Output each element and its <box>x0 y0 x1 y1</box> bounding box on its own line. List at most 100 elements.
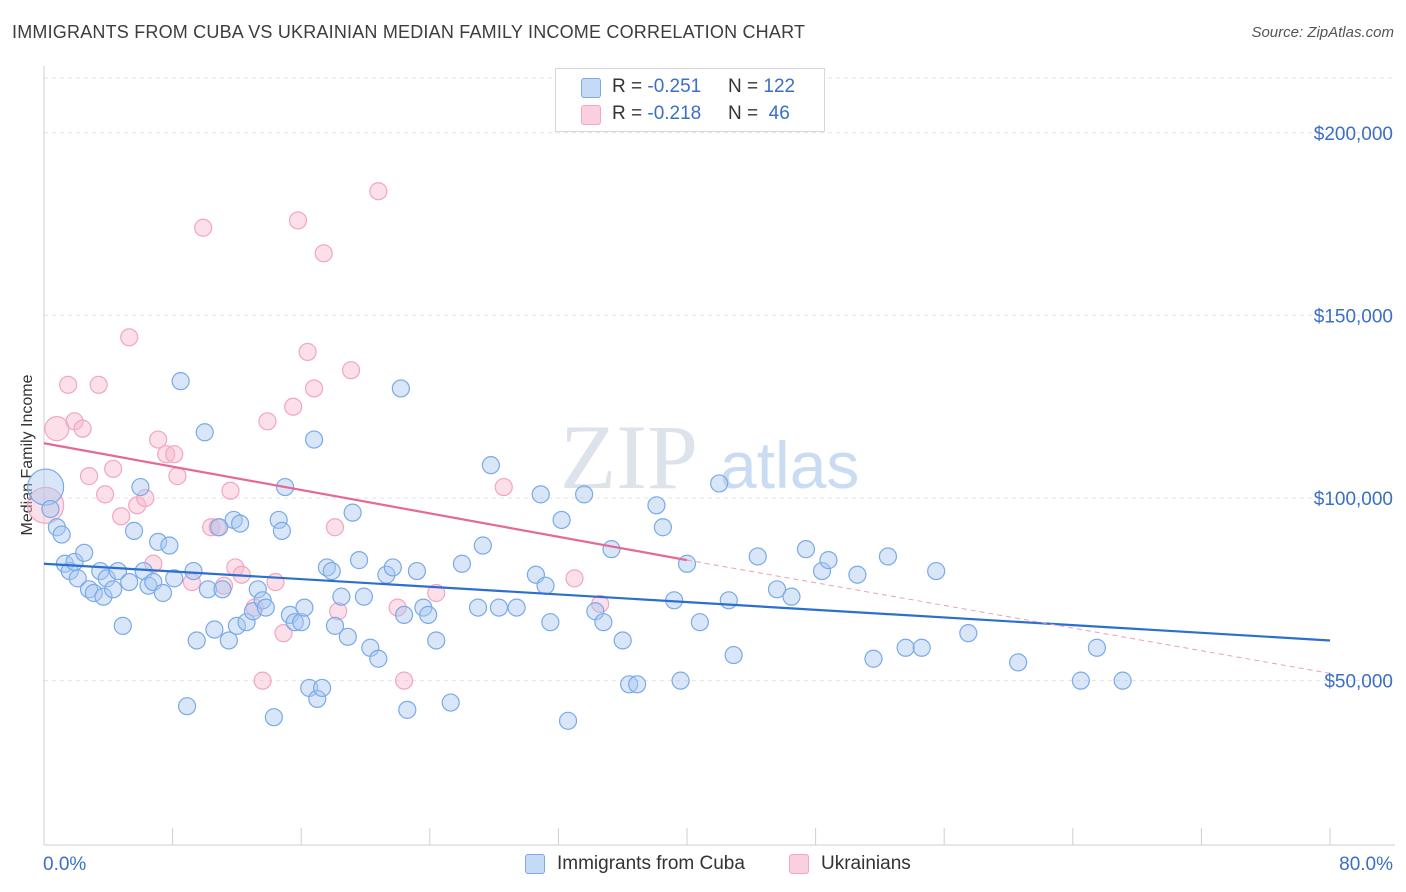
cuba-point <box>677 554 697 573</box>
ukr-point <box>494 477 513 497</box>
y-tick-label: $100,000 <box>1314 489 1393 510</box>
cuba-point <box>812 561 832 581</box>
cuba-point <box>104 580 123 599</box>
cuba-point <box>256 598 275 617</box>
trend-lines <box>43 442 1331 674</box>
cuba-point <box>153 583 173 603</box>
stats-row-cuba: R = -0.251 N = 122 <box>556 74 824 100</box>
x-tick-label: 0.0% <box>43 854 86 875</box>
ukr-point <box>120 328 139 347</box>
cuba-point <box>177 697 197 716</box>
cuba-point <box>552 510 571 530</box>
cuba-point <box>531 485 550 504</box>
cuba-point <box>131 477 150 497</box>
cuba-point <box>468 598 488 617</box>
cuba-point <box>864 649 883 668</box>
stats-legend: R = -0.251 N = 122 R = -0.218 N = 46 <box>555 68 825 132</box>
chart-title: IMMIGRANTS FROM CUBA VS UKRAINIAN MEDIAN… <box>12 22 806 42</box>
cuba-point <box>452 554 472 573</box>
watermark: ZIP atlas <box>560 406 859 508</box>
cuba-point <box>1009 653 1028 672</box>
cuba-point <box>647 496 666 515</box>
cuba-point <box>195 423 214 442</box>
ukr-point <box>89 375 108 394</box>
ukr-point <box>266 572 285 592</box>
cuba-point <box>394 605 414 625</box>
cuba-point <box>171 372 190 391</box>
ukr-r: R = -0.218 <box>612 103 702 124</box>
axis-tick-labels: $50,000 $100,000 $150,000 $200,000 0.0% 80.0% <box>43 124 1393 875</box>
stats-row-ukr: R = -0.218 N = 46 <box>556 101 824 127</box>
cuba-trend-line <box>43 562 1331 642</box>
cuba-point <box>690 613 709 632</box>
ukr-point <box>194 218 213 237</box>
ukr-point <box>325 518 345 537</box>
cuba-point <box>602 540 621 559</box>
cuba-point <box>391 379 410 398</box>
cuba-point <box>613 631 632 650</box>
cuba-point <box>124 521 144 540</box>
ukr-point <box>73 419 92 438</box>
cuba-point <box>1113 671 1132 690</box>
cuba-point <box>427 631 446 650</box>
ukr-point <box>168 467 187 486</box>
ukr-point <box>104 459 123 478</box>
ukr-trend-extension <box>686 559 1331 674</box>
cuba-point <box>75 543 94 562</box>
cuba-point <box>536 576 555 595</box>
cuba-point <box>848 565 867 584</box>
cuba-point <box>84 583 103 603</box>
ukr-point <box>388 598 407 617</box>
cuba-point <box>748 547 767 566</box>
cuba-point <box>325 616 345 635</box>
cuba-point <box>719 591 738 610</box>
ukr-point <box>112 507 131 526</box>
ukr-point <box>288 211 308 230</box>
ukr-point <box>341 361 361 380</box>
ukr-point <box>394 671 414 690</box>
cuba-r: R = -0.251 <box>612 76 702 97</box>
cuba-point <box>308 689 327 709</box>
cuba-point <box>248 580 267 599</box>
cuba-point <box>441 693 460 712</box>
legend-cuba-label: Immigrants from Cuba <box>557 853 745 874</box>
cuba-point <box>896 638 915 657</box>
legend-ukr-swatch <box>789 854 809 874</box>
ukr-point <box>136 488 155 508</box>
cuba-point <box>724 645 743 665</box>
cuba-point <box>343 503 362 522</box>
ukr-point <box>165 445 184 464</box>
cuba-point <box>165 569 184 588</box>
cuba-point <box>231 514 250 533</box>
cuba-point <box>219 631 238 650</box>
cuba-point <box>68 569 87 588</box>
cuba-point <box>927 561 946 581</box>
cuba-point <box>237 613 256 632</box>
cuba-point <box>912 638 931 657</box>
cuba-point <box>295 598 314 617</box>
ukr-point <box>298 342 317 362</box>
cuba-point <box>959 624 978 643</box>
ukr-n: N = 46 <box>728 103 790 124</box>
ukr-point <box>95 485 115 504</box>
cuba-point <box>507 598 526 617</box>
cuba-point <box>398 700 417 719</box>
cuba-point <box>160 536 179 555</box>
ukr-point <box>565 569 584 588</box>
cuba-point <box>354 587 373 606</box>
legend-ukr-label: Ukrainians <box>821 853 911 874</box>
cuba-point <box>27 468 65 506</box>
ukr-trend-line <box>43 442 688 562</box>
cuba-point <box>481 456 500 475</box>
cuba-point <box>338 627 357 646</box>
cuba-point <box>594 613 613 632</box>
y-tick-label: $150,000 <box>1314 306 1393 327</box>
ukr-point <box>149 430 168 449</box>
cuba-point <box>184 561 203 581</box>
cuba-point <box>41 499 60 519</box>
ukr-point <box>314 244 333 263</box>
cuba-n: N = 122 <box>728 76 796 97</box>
ukr-point <box>144 554 163 573</box>
cuba-point <box>653 518 672 537</box>
